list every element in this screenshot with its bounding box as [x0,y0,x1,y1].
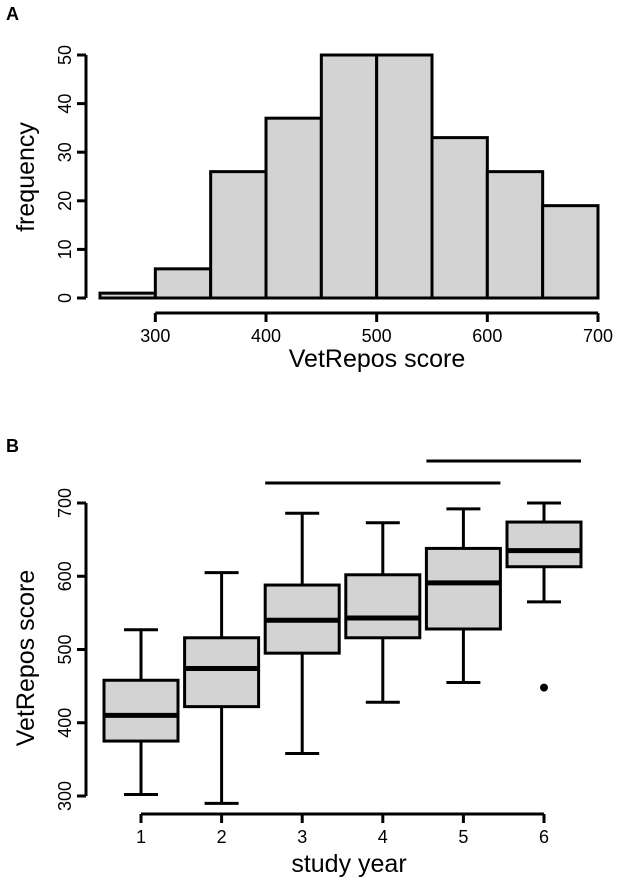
interquartile-box [424,546,502,631]
box-year-5 [424,507,502,684]
boxplot-boxes [102,501,583,805]
box-year-2 [183,571,261,805]
histogram-x-tick-label: 400 [251,326,281,346]
boxplot-y-axis-title: VetRepos score [12,570,40,747]
interquartile-box [344,573,422,640]
interquartile-box [505,520,583,569]
histogram-x-axis: 300 400 500 600 700 [140,311,613,346]
histogram-y-axis-title: frequency [12,122,40,232]
histogram-x-axis-title: VetRepos score [289,345,466,373]
histogram-bar-600-650 [485,170,545,300]
boxplot-y-axis: 300 400 500 600 700 [55,488,88,811]
boxplot-x-tick-label: 6 [539,827,549,847]
box-year-4 [344,521,422,704]
boxplot-x-tick-label: 5 [458,827,468,847]
boxplot-x-tick-label: 4 [378,827,388,847]
panel-label-b: B [6,436,19,456]
boxplot-y-tick-label: 600 [55,561,75,591]
histogram-y-tick-label: 20 [55,191,75,211]
boxplot-y-tick-label: 500 [55,634,75,664]
histogram-x-tick-label: 300 [140,326,170,346]
boxplot-y-tick-label: 700 [55,488,75,518]
histogram-bar-500-550 [375,53,434,300]
histogram-panel: A 300 400 500 600 700 0 10 20 30 40 50 VetRepos s… [6,4,613,373]
boxplot-x-tick-label: 3 [297,827,307,847]
histogram-y-tick-label: 30 [55,142,75,162]
histogram-bar-250-300 [98,291,157,300]
boxplot-x-axis-title: study year [291,850,406,878]
boxplot-panel: B 1 2 3 4 5 6 300 400 500 600 700 study year VetR… [6,436,583,878]
histogram-bar-400-450 [264,116,323,300]
boxplot-y-tick-label: 300 [55,781,75,811]
histogram-bar-300-350 [153,267,213,300]
histogram-y-tick-label: 50 [55,45,75,65]
histogram-bar-350-400 [209,170,268,300]
histogram-y-axis: 0 10 20 30 40 50 [55,45,88,303]
boxplot-x-axis: 1 2 3 4 5 6 [136,812,549,847]
panel-label-a: A [6,4,19,24]
histogram-bar-650-700 [541,204,600,300]
histogram-x-tick-label: 700 [583,326,613,346]
histogram-y-tick-label: 40 [55,94,75,114]
histogram-y-tick-label: 0 [55,293,75,303]
histogram-bars [98,53,600,300]
interquartile-box [102,678,180,743]
box-year-6 [505,501,583,692]
histogram-x-tick-label: 600 [472,326,502,346]
significance-bars [265,459,581,485]
histogram-bar-550-600 [430,136,489,300]
interquartile-box [183,636,261,709]
boxplot-y-tick-label: 400 [55,708,75,738]
box-year-3 [263,511,341,756]
histogram-bar-450-500 [319,53,379,300]
boxplot-x-tick-label: 1 [136,827,146,847]
histogram-y-tick-label: 10 [55,239,75,259]
histogram-x-tick-label: 500 [362,326,392,346]
box-year-1 [102,628,180,797]
outlier-point [540,683,548,692]
boxplot-x-tick-label: 2 [217,827,227,847]
